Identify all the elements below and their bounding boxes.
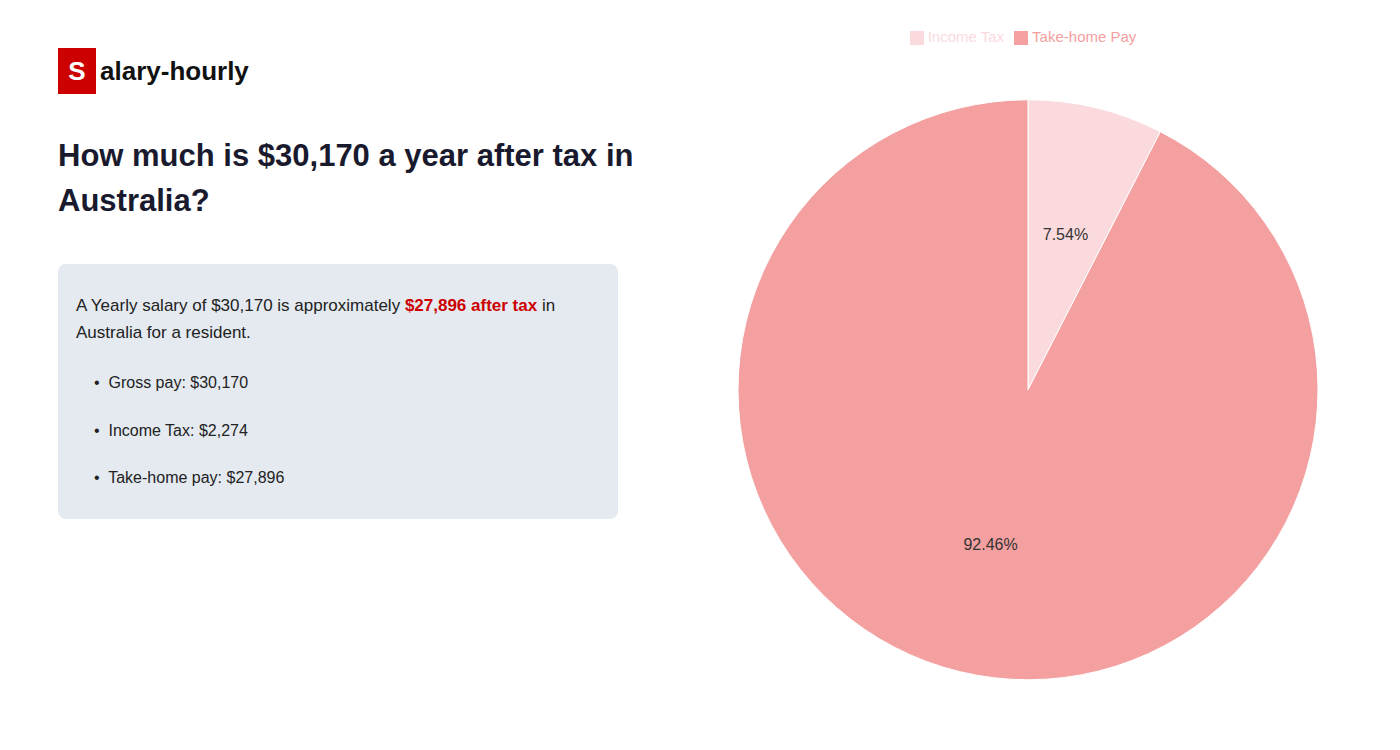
html-text:Income Tax: Income Tax	[927, 28, 1005, 45]
svg-text:7.54%: 7.54%	[1043, 226, 1088, 243]
html-text:Australia for a resident.: Australia for a resident.	[76, 323, 251, 343]
html-text:Take-home Pay: Take-home Pay	[1032, 28, 1137, 45]
html-text:How much is $30,170 a year aft: How much is $30,170 a year after tax in …	[58, 138, 634, 218]
html-text:alary-hourly: alary-hourly	[100, 55, 249, 86]
svg-text:92.46%: 92.46%	[963, 536, 1017, 553]
html-text:• Take-home pay: $27,896: • Take-home pay: $27,896	[94, 469, 285, 487]
html-text:S: S	[68, 55, 86, 86]
html-text:A Yearly salary of $30,170 is: A Yearly salary of $30,170 is approximat…	[76, 295, 556, 315]
html-text:• Gross pay: $30,170: • Gross pay: $30,170	[94, 374, 249, 392]
html-text:• Income Tax: $2,274: • Income Tax: $2,274	[94, 421, 248, 439]
